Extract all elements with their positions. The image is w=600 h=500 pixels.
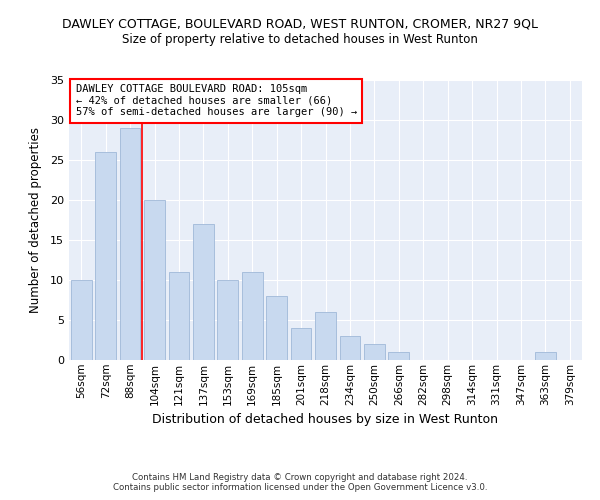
- Bar: [217, 280, 238, 360]
- Bar: [388, 352, 409, 360]
- Bar: [340, 336, 361, 360]
- Bar: [119, 128, 140, 360]
- Text: Contains HM Land Registry data © Crown copyright and database right 2024.: Contains HM Land Registry data © Crown c…: [132, 472, 468, 482]
- Text: Contains public sector information licensed under the Open Government Licence v3: Contains public sector information licen…: [113, 484, 487, 492]
- Bar: [315, 312, 336, 360]
- Bar: [242, 272, 263, 360]
- Bar: [535, 352, 556, 360]
- Bar: [95, 152, 116, 360]
- Bar: [193, 224, 214, 360]
- Bar: [144, 200, 165, 360]
- Bar: [71, 280, 92, 360]
- Bar: [364, 344, 385, 360]
- Bar: [169, 272, 190, 360]
- X-axis label: Distribution of detached houses by size in West Runton: Distribution of detached houses by size …: [152, 413, 499, 426]
- Y-axis label: Number of detached properties: Number of detached properties: [29, 127, 41, 313]
- Text: Size of property relative to detached houses in West Runton: Size of property relative to detached ho…: [122, 32, 478, 46]
- Text: DAWLEY COTTAGE BOULEVARD ROAD: 105sqm
← 42% of detached houses are smaller (66)
: DAWLEY COTTAGE BOULEVARD ROAD: 105sqm ← …: [76, 84, 357, 117]
- Text: DAWLEY COTTAGE, BOULEVARD ROAD, WEST RUNTON, CROMER, NR27 9QL: DAWLEY COTTAGE, BOULEVARD ROAD, WEST RUN…: [62, 18, 538, 30]
- Bar: [290, 328, 311, 360]
- Bar: [266, 296, 287, 360]
